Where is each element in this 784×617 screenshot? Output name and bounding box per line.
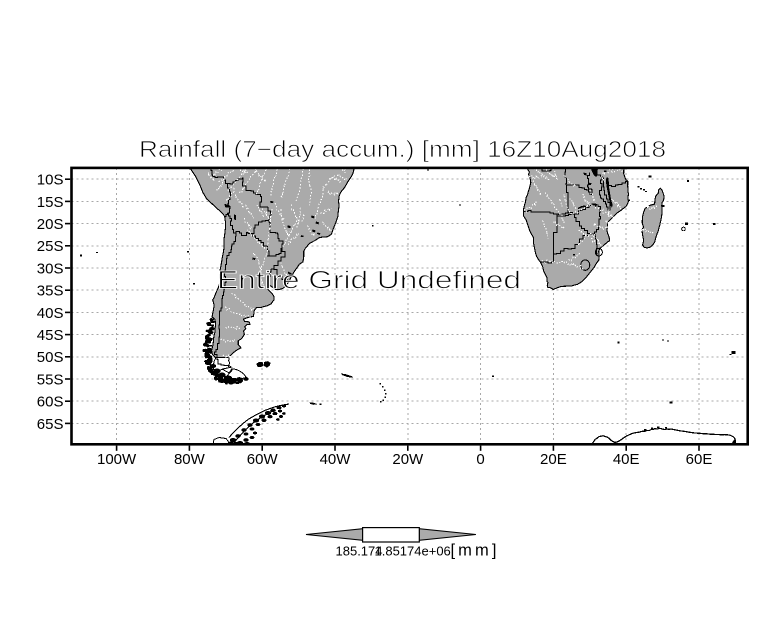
svg-text:60E: 60E xyxy=(686,451,713,468)
svg-text:25S: 25S xyxy=(37,238,64,255)
svg-text:55S: 55S xyxy=(37,371,64,388)
svg-text:40E: 40E xyxy=(613,451,640,468)
svg-text:15S: 15S xyxy=(37,194,64,211)
svg-text:60W: 60W xyxy=(247,451,279,468)
svg-text:80W: 80W xyxy=(174,451,206,468)
svg-text:30S: 30S xyxy=(37,260,64,277)
svg-text:35S: 35S xyxy=(37,283,64,300)
svg-text:0: 0 xyxy=(476,451,484,468)
svg-text:20S: 20S xyxy=(37,216,64,233)
svg-text:40W: 40W xyxy=(320,451,352,468)
svg-text:[mm]: [mm] xyxy=(451,542,500,560)
svg-text:60S: 60S xyxy=(37,394,64,411)
svg-text:Entire Grid Undefined: Entire Grid Undefined xyxy=(217,267,521,295)
svg-text:20W: 20W xyxy=(392,451,424,468)
svg-text:20E: 20E xyxy=(540,451,567,468)
svg-text:1.85174e+06: 1.85174e+06 xyxy=(375,544,451,559)
svg-text:40S: 40S xyxy=(37,305,64,322)
svg-text:185.174: 185.174 xyxy=(336,544,383,559)
svg-text:45S: 45S xyxy=(37,327,64,344)
svg-text:100W: 100W xyxy=(97,451,137,468)
svg-text:Rainfall (7−day accum.) [mm] 1: Rainfall (7−day accum.) [mm] 16Z10Aug201… xyxy=(139,136,666,162)
svg-text:50S: 50S xyxy=(37,349,64,366)
svg-text:10S: 10S xyxy=(37,172,64,189)
svg-text:65S: 65S xyxy=(37,416,64,433)
